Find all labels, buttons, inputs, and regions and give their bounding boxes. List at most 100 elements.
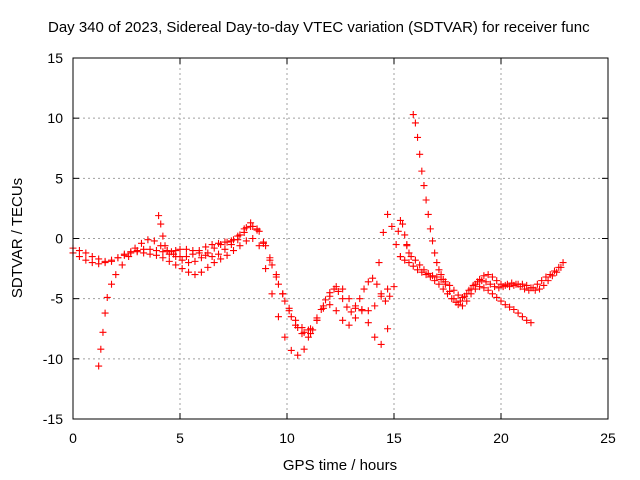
x-tick-label: 5 xyxy=(176,430,184,446)
data-point xyxy=(435,266,443,274)
data-point xyxy=(373,280,381,288)
data-point xyxy=(204,263,212,271)
data-point xyxy=(518,280,526,288)
data-point xyxy=(384,325,392,333)
data-point xyxy=(431,249,439,257)
data-point xyxy=(281,333,289,341)
series-track-d xyxy=(155,212,306,338)
data-point xyxy=(371,302,379,310)
data-point xyxy=(185,259,193,267)
data-point xyxy=(332,307,340,315)
data-point xyxy=(486,280,494,288)
data-point xyxy=(176,253,184,261)
data-point xyxy=(159,232,167,240)
data-point xyxy=(343,303,351,311)
data-point xyxy=(345,321,353,329)
data-point xyxy=(247,222,255,230)
data-point xyxy=(364,278,372,286)
data-point xyxy=(371,333,379,341)
data-point xyxy=(426,225,434,233)
data-point xyxy=(405,249,413,257)
data-point xyxy=(163,247,171,255)
data-point xyxy=(467,285,475,293)
data-point xyxy=(390,283,398,291)
data-point xyxy=(146,250,154,258)
data-point xyxy=(506,303,514,311)
data-point xyxy=(510,305,518,313)
data-point xyxy=(540,281,548,289)
data-point xyxy=(202,251,210,259)
data-point xyxy=(394,227,402,235)
data-point xyxy=(493,277,501,285)
data-point xyxy=(351,304,359,312)
data-marks xyxy=(69,111,567,370)
data-point xyxy=(259,238,267,246)
data-point xyxy=(429,237,437,245)
data-point xyxy=(133,248,141,256)
data-point xyxy=(388,222,396,230)
data-point xyxy=(172,261,180,269)
data-point xyxy=(458,302,466,310)
data-point xyxy=(210,244,218,252)
data-point xyxy=(347,308,355,316)
data-point xyxy=(424,269,432,277)
data-point xyxy=(416,261,424,269)
data-point xyxy=(377,290,385,298)
data-point xyxy=(364,307,372,315)
series-track-c xyxy=(95,219,312,370)
data-point xyxy=(351,314,359,322)
data-point xyxy=(527,319,535,327)
data-point xyxy=(418,167,426,175)
data-point xyxy=(433,273,441,281)
y-tick-label: -15 xyxy=(43,411,63,427)
data-point xyxy=(533,280,541,288)
data-point xyxy=(501,301,509,309)
data-point xyxy=(309,326,317,334)
data-point xyxy=(435,280,443,288)
data-point xyxy=(287,313,295,321)
data-point xyxy=(334,287,342,295)
y-axis-label: SDTVAR / TECUs xyxy=(9,178,26,298)
data-point xyxy=(414,266,422,274)
data-point xyxy=(326,301,334,309)
data-point xyxy=(495,284,503,292)
data-point xyxy=(523,316,531,324)
data-point xyxy=(298,330,306,338)
data-point xyxy=(120,250,128,258)
data-point xyxy=(501,281,509,289)
data-point xyxy=(450,286,458,294)
data-point xyxy=(182,245,190,253)
data-point xyxy=(103,293,111,301)
data-point xyxy=(330,285,338,293)
data-point xyxy=(88,259,96,267)
data-point xyxy=(292,321,300,329)
data-point xyxy=(95,362,103,370)
data-point xyxy=(99,328,107,336)
data-point xyxy=(300,345,308,353)
data-point xyxy=(482,278,490,286)
data-point xyxy=(118,261,126,269)
data-point xyxy=(456,297,464,305)
data-point xyxy=(523,281,531,289)
data-point xyxy=(144,236,152,244)
data-point xyxy=(208,241,216,249)
data-point xyxy=(82,249,90,257)
data-point xyxy=(274,313,282,321)
data-point xyxy=(189,247,197,255)
data-point xyxy=(215,250,223,258)
data-point xyxy=(157,220,165,228)
data-point xyxy=(221,238,229,246)
data-point xyxy=(431,277,439,285)
data-point xyxy=(521,285,529,293)
data-point xyxy=(182,253,190,261)
data-point xyxy=(518,313,526,321)
data-point xyxy=(480,272,488,280)
data-point xyxy=(236,242,244,250)
data-point xyxy=(441,278,449,286)
data-point xyxy=(480,284,488,292)
data-point xyxy=(202,243,210,251)
data-point xyxy=(420,266,428,274)
data-point xyxy=(381,297,389,305)
data-point xyxy=(197,254,205,262)
data-point xyxy=(191,257,199,265)
